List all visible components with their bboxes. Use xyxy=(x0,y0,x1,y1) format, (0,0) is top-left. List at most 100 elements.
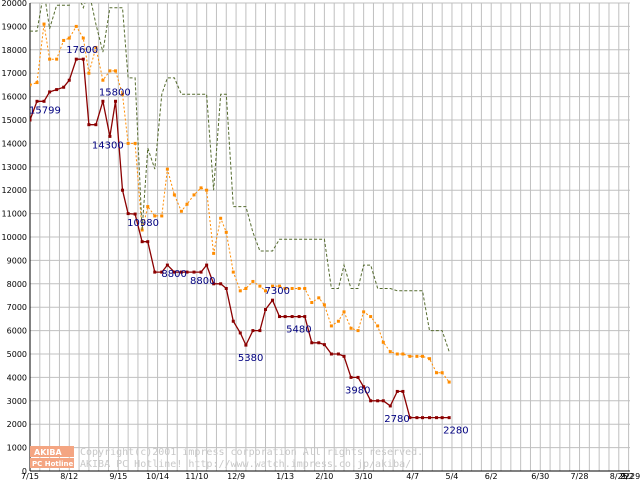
data-label: 5480 xyxy=(286,325,311,336)
data-point xyxy=(146,240,150,244)
data-point xyxy=(435,371,439,375)
data-point xyxy=(126,212,130,216)
data-point xyxy=(278,284,282,288)
data-point xyxy=(251,279,255,283)
akiba-badge-top-bg xyxy=(30,446,74,457)
data-point xyxy=(278,315,282,319)
y-tick-label: 2000 xyxy=(7,420,27,429)
data-point xyxy=(310,341,314,345)
data-point xyxy=(381,399,385,403)
data-label: 15799 xyxy=(29,105,61,116)
data-point xyxy=(62,85,66,89)
data-point xyxy=(244,343,248,347)
data-point xyxy=(408,354,412,358)
data-point xyxy=(303,286,307,290)
data-point xyxy=(317,341,321,345)
data-point xyxy=(172,193,176,197)
data-label: 10980 xyxy=(127,218,159,229)
y-tick-label: 1000 xyxy=(7,444,27,453)
x-tick-label: 6/2 xyxy=(485,472,498,480)
y-tick-label: 7000 xyxy=(7,303,27,312)
akiba-badge-bottom: PC Hotline! xyxy=(32,460,76,468)
data-point xyxy=(126,141,130,145)
data-point xyxy=(336,352,340,356)
data-point xyxy=(421,416,425,420)
data-point xyxy=(244,286,248,290)
y-tick-label: 5000 xyxy=(7,350,27,359)
data-point xyxy=(133,212,137,216)
data-point xyxy=(185,202,189,206)
data-point xyxy=(219,216,223,220)
data-point xyxy=(114,69,118,73)
data-label: 14300 xyxy=(92,140,124,151)
data-point xyxy=(114,99,118,103)
x-tick-label: 9/2 xyxy=(621,472,634,480)
data-point xyxy=(94,45,98,49)
chart-grid xyxy=(29,2,630,472)
data-point xyxy=(401,389,405,393)
data-point xyxy=(395,352,399,356)
data-point xyxy=(146,205,150,209)
data-point xyxy=(381,340,385,344)
data-point xyxy=(440,416,444,420)
data-point xyxy=(74,24,78,28)
data-point xyxy=(428,416,432,420)
data-point xyxy=(349,326,353,330)
data-point xyxy=(48,90,52,94)
data-point xyxy=(264,308,268,312)
x-tick-label: 3/10 xyxy=(355,472,373,480)
y-tick-label: 19000 xyxy=(2,22,27,31)
data-point xyxy=(231,270,235,274)
data-point xyxy=(322,343,326,347)
data-point xyxy=(362,310,366,314)
y-tick-label: 8000 xyxy=(7,280,27,289)
data-labels: 15799 17600 15800 14300 10980 8800 8800 5380 730… xyxy=(29,45,469,436)
data-point xyxy=(356,329,360,333)
y-tick-label: 9000 xyxy=(7,256,27,265)
series-0 xyxy=(30,57,451,420)
series-line-1 xyxy=(30,24,450,383)
data-point xyxy=(356,375,360,379)
data-point xyxy=(55,88,59,92)
data-point xyxy=(342,354,346,358)
data-point xyxy=(140,240,144,244)
data-point xyxy=(179,209,183,213)
x-tick-label: 7/15 xyxy=(21,472,39,480)
data-point xyxy=(303,315,307,319)
data-point xyxy=(153,270,157,274)
data-label: 2280 xyxy=(443,426,468,437)
y-tick-label: 14000 xyxy=(2,139,27,148)
data-point xyxy=(447,380,451,384)
data-label: 5380 xyxy=(238,353,263,364)
data-point xyxy=(264,289,268,293)
data-point xyxy=(258,329,262,333)
data-point xyxy=(67,78,71,82)
data-point xyxy=(153,214,157,218)
data-point xyxy=(283,315,287,319)
y-tick-label: 20000 xyxy=(2,0,27,8)
copyright-line: Copyright(c)2001 impress corporation All… xyxy=(80,447,423,458)
data-point xyxy=(283,286,287,290)
data-point xyxy=(185,270,189,274)
data-label: 8800 xyxy=(190,276,215,287)
data-point xyxy=(212,282,216,286)
data-point xyxy=(271,298,275,302)
y-tick-label: 18000 xyxy=(2,46,27,55)
data-point xyxy=(440,371,444,375)
data-point xyxy=(428,357,432,361)
data-label: 3980 xyxy=(345,385,370,396)
data-point xyxy=(231,319,235,323)
data-point xyxy=(160,270,164,274)
y-tick-label: 11000 xyxy=(2,210,27,219)
y-tick-label: 13000 xyxy=(2,163,27,172)
data-point xyxy=(81,57,85,61)
x-tick-label: 4/7 xyxy=(406,472,419,480)
data-point xyxy=(395,389,399,393)
data-point xyxy=(94,123,98,127)
data-point xyxy=(297,286,301,290)
data-point xyxy=(219,282,223,286)
data-point xyxy=(35,99,39,103)
data-point xyxy=(199,270,203,274)
data-point xyxy=(165,263,169,267)
y-tick-label: 4000 xyxy=(7,373,27,382)
